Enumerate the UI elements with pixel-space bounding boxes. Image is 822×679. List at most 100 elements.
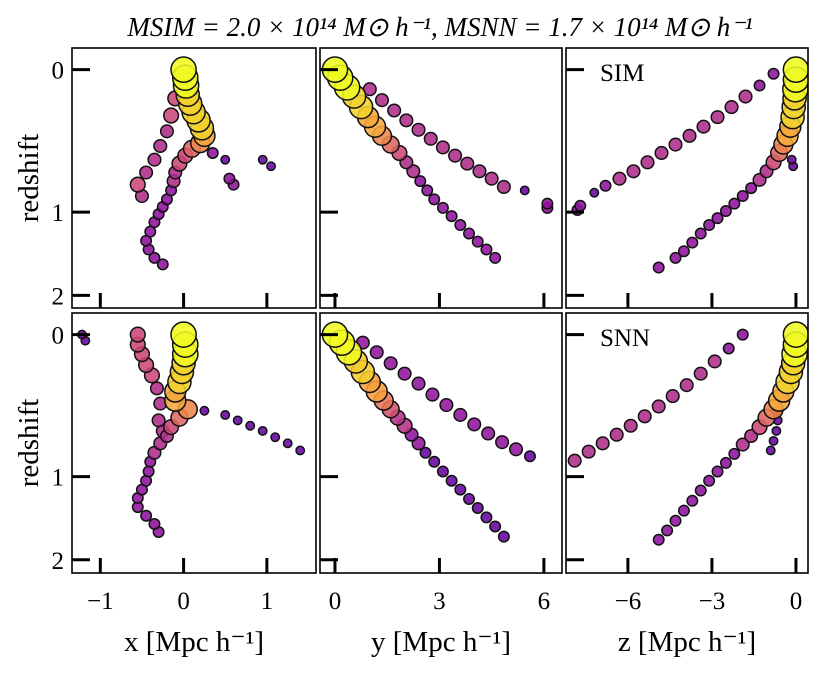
point [148, 518, 161, 531]
point [497, 530, 510, 543]
point [767, 67, 780, 80]
point [399, 113, 414, 128]
point [652, 261, 665, 274]
x-tick-label: 1 [261, 588, 274, 615]
x-tick-label: 0 [790, 588, 803, 615]
points [321, 321, 536, 543]
point [484, 171, 499, 186]
point [423, 131, 438, 146]
point [129, 176, 146, 193]
point [768, 435, 779, 446]
y-axis-label: redshift [13, 134, 45, 223]
point [445, 474, 458, 487]
point [679, 378, 694, 393]
point [654, 145, 669, 161]
y-tick-label: 2 [52, 283, 65, 310]
point [454, 483, 467, 496]
point [257, 154, 268, 165]
point [719, 205, 732, 218]
point [599, 179, 612, 192]
point [693, 366, 708, 381]
point [428, 193, 441, 206]
point [694, 484, 707, 497]
point [567, 453, 582, 468]
point [677, 245, 690, 258]
point [170, 56, 197, 83]
point [495, 435, 510, 450]
point [129, 326, 146, 343]
point [411, 376, 426, 391]
point [623, 418, 638, 433]
point [665, 389, 680, 404]
point [295, 445, 306, 456]
point [609, 427, 624, 442]
point [374, 93, 390, 108]
point [694, 227, 707, 240]
point [745, 182, 758, 195]
point [489, 251, 502, 264]
point [266, 161, 276, 172]
point [651, 399, 666, 414]
point [369, 345, 384, 360]
point [686, 236, 699, 249]
y-tick-label: 1 [52, 465, 65, 492]
point [170, 321, 197, 348]
point [669, 514, 682, 527]
panel-frame [71, 312, 317, 574]
point [489, 520, 502, 533]
point [519, 185, 530, 196]
point [139, 165, 154, 180]
panel-frame [565, 312, 809, 574]
x-tick-label: 3 [433, 588, 446, 615]
point [463, 227, 476, 240]
panel: −1 0 1 0 1 2 redshift x [Mpc h⁻¹] [13, 312, 317, 658]
point [245, 420, 256, 431]
point [612, 171, 627, 186]
point [411, 122, 426, 137]
point [257, 425, 268, 436]
point [738, 89, 753, 104]
point [669, 251, 682, 264]
point [153, 138, 168, 154]
panel: 0 1 2 redshift [13, 47, 317, 310]
panel [319, 47, 563, 309]
point [480, 511, 493, 524]
y-tick-label: 0 [52, 323, 65, 350]
point [637, 409, 652, 424]
x-tick-label: 0 [329, 588, 342, 615]
points [571, 56, 808, 274]
x-tick-label: −6 [615, 588, 642, 615]
point [206, 146, 219, 159]
point [753, 79, 766, 92]
point [439, 397, 454, 413]
point [722, 342, 735, 355]
point [728, 447, 741, 460]
point [719, 456, 732, 469]
x-tick-label: −3 [699, 588, 726, 615]
point [436, 465, 449, 478]
point [471, 235, 484, 248]
point [387, 103, 402, 118]
point [472, 164, 487, 179]
panel-label: SIM [600, 60, 644, 87]
y-axis-label: redshift [13, 399, 45, 488]
panel: 0 3 6 y [Mpc h⁻¹] [319, 312, 563, 658]
point [460, 156, 475, 171]
x-axis-label: x [Mpc h⁻¹] [124, 626, 264, 658]
point [397, 366, 412, 381]
x-tick-label: 6 [538, 588, 551, 615]
point [496, 179, 511, 195]
point [574, 199, 587, 212]
point [467, 417, 482, 432]
panel: −6 −3 0 z [Mpc h⁻¹] SNN [565, 312, 809, 658]
point [471, 501, 484, 514]
point [668, 137, 683, 152]
point [782, 321, 808, 348]
points [567, 321, 808, 546]
panel-frame [565, 47, 809, 309]
point [142, 465, 155, 478]
point [162, 107, 180, 124]
panel-frame [319, 312, 563, 574]
y-tick-label: 0 [52, 58, 65, 85]
point [581, 444, 596, 459]
